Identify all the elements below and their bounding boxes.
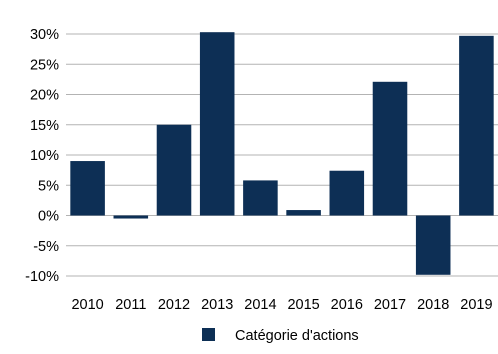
y-tick-label: -5% <box>33 239 59 255</box>
bar-2011 <box>113 215 149 219</box>
x-tick-label: 2010 <box>71 297 103 313</box>
y-tick-label: 20% <box>30 88 59 104</box>
bar-2019 <box>459 35 494 216</box>
bar-2016 <box>329 170 365 216</box>
bar-2017 <box>372 81 408 216</box>
y-tick-label: -10% <box>25 269 59 285</box>
y-tick-label: 30% <box>30 27 59 43</box>
x-tick-label: 2019 <box>460 297 492 313</box>
bar-2015 <box>286 210 321 216</box>
x-tick-label: 2015 <box>287 297 319 313</box>
x-tick-label: 2014 <box>244 297 276 313</box>
bar-2012 <box>156 124 192 216</box>
y-tick-label: 5% <box>38 178 59 194</box>
x-tick-label: 2011 <box>115 297 146 313</box>
x-tick-label: 2013 <box>201 297 233 313</box>
y-tick-label: 0% <box>38 209 59 225</box>
x-tick-label: 2018 <box>417 297 449 313</box>
x-tick-label: 2012 <box>158 297 190 313</box>
bar-2013 <box>199 32 235 216</box>
legend: Catégorie d'actions <box>202 328 359 344</box>
legend-swatch <box>202 328 215 341</box>
legend-label: Catégorie d'actions <box>235 328 359 344</box>
y-tick-label: 25% <box>30 57 59 73</box>
x-axis-tick-labels: 2010 2011 2012 2013 2014 2015 2016 2017 2018 2019 <box>71 297 492 313</box>
bars <box>70 32 494 275</box>
x-tick-label: 2016 <box>331 297 363 313</box>
bar-2014 <box>243 180 278 216</box>
y-axis-tick-labels: 30% 25% 20% 15% 10% 5% 0% -5% -10% <box>25 27 59 285</box>
bar-2010 <box>70 161 105 216</box>
bar-2018 <box>415 215 451 275</box>
y-tick-label: 10% <box>30 148 59 164</box>
y-tick-label: 15% <box>30 118 59 134</box>
x-tick-label: 2017 <box>374 297 406 313</box>
